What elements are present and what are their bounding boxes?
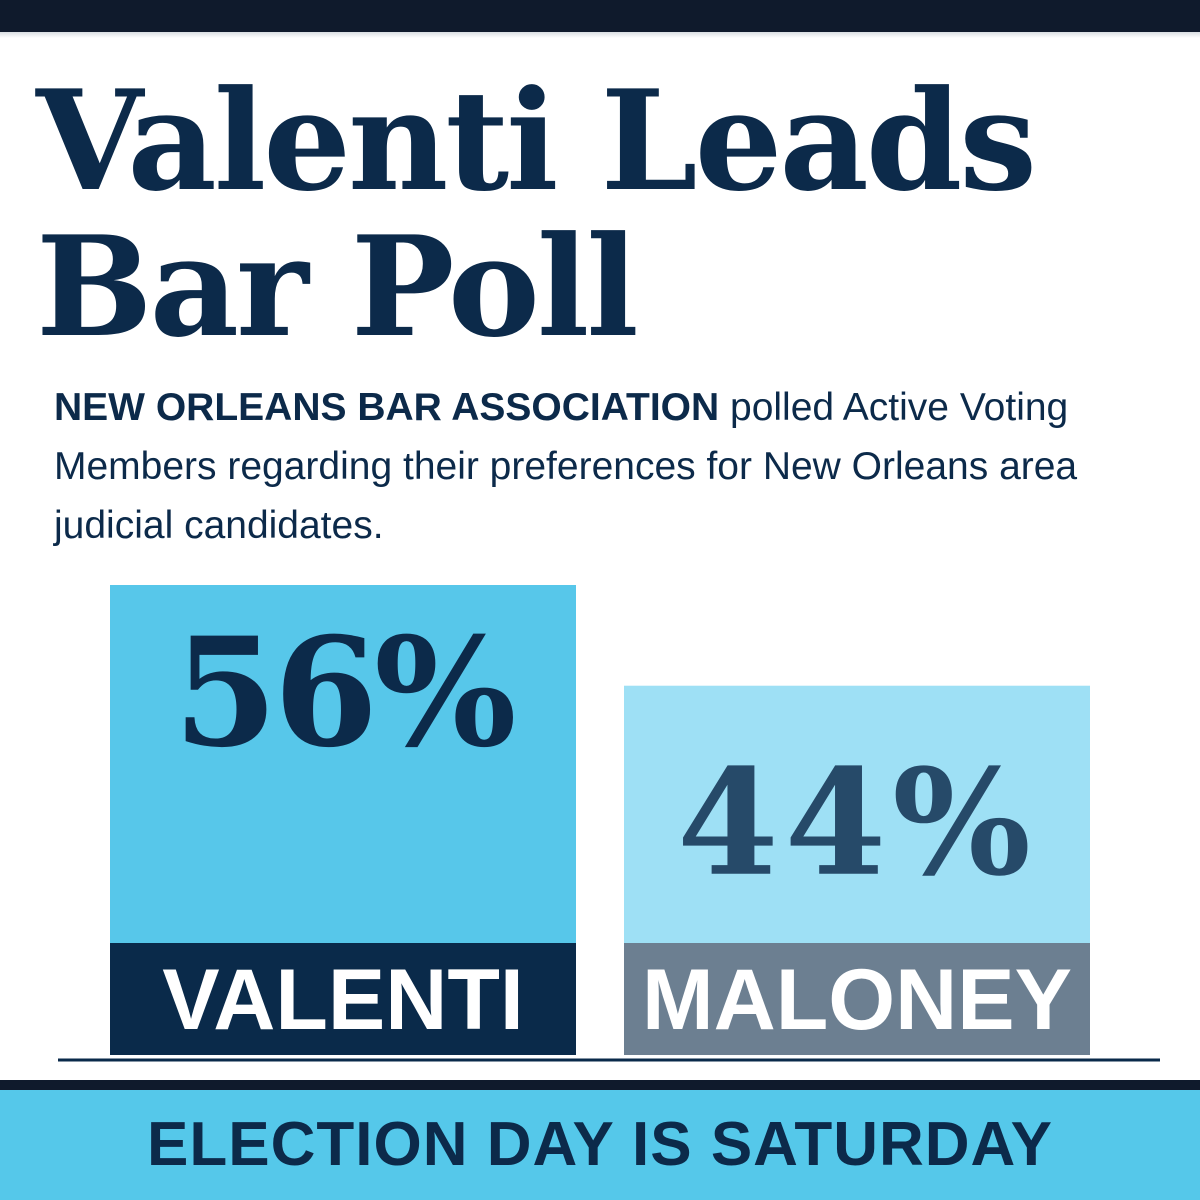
headline: Valenti Leads Bar Poll — [36, 68, 1176, 360]
footer-banner — [0, 1080, 1200, 1200]
footer-text: ELECTION DAY IS SATURDAY — [147, 1110, 1053, 1179]
bar-label-band-valenti — [110, 943, 576, 1055]
bar-group-maloney: MALONEY 44% — [624, 685, 1090, 1055]
headline-line-2: Bar Poll — [36, 205, 639, 368]
bar-label-band-maloney — [624, 943, 1090, 1055]
value-label-maloney: 44% — [677, 738, 1037, 909]
headline-line-1: Valenti Leads — [36, 59, 1037, 222]
footer-top-line — [0, 1080, 1200, 1090]
category-label-maloney: MALONEY — [642, 952, 1072, 1048]
intro-text: polled Active Voting Members regarding t… — [54, 386, 1078, 547]
top-bar — [0, 0, 1200, 32]
bar-group-valenti: VALENTI 56% — [110, 585, 576, 1055]
top-bar-shadow — [0, 32, 1200, 38]
intro-org-name: NEW ORLEANS BAR ASSOCIATION — [54, 386, 720, 429]
category-label-valenti: VALENTI — [162, 952, 524, 1048]
intro-paragraph: NEW ORLEANS BAR ASSOCIATION polled Activ… — [54, 378, 1174, 555]
value-label-valenti: 56% — [173, 605, 513, 781]
poll-bar-chart: VALENTI 56% MALONEY 44% — [58, 585, 1160, 1062]
